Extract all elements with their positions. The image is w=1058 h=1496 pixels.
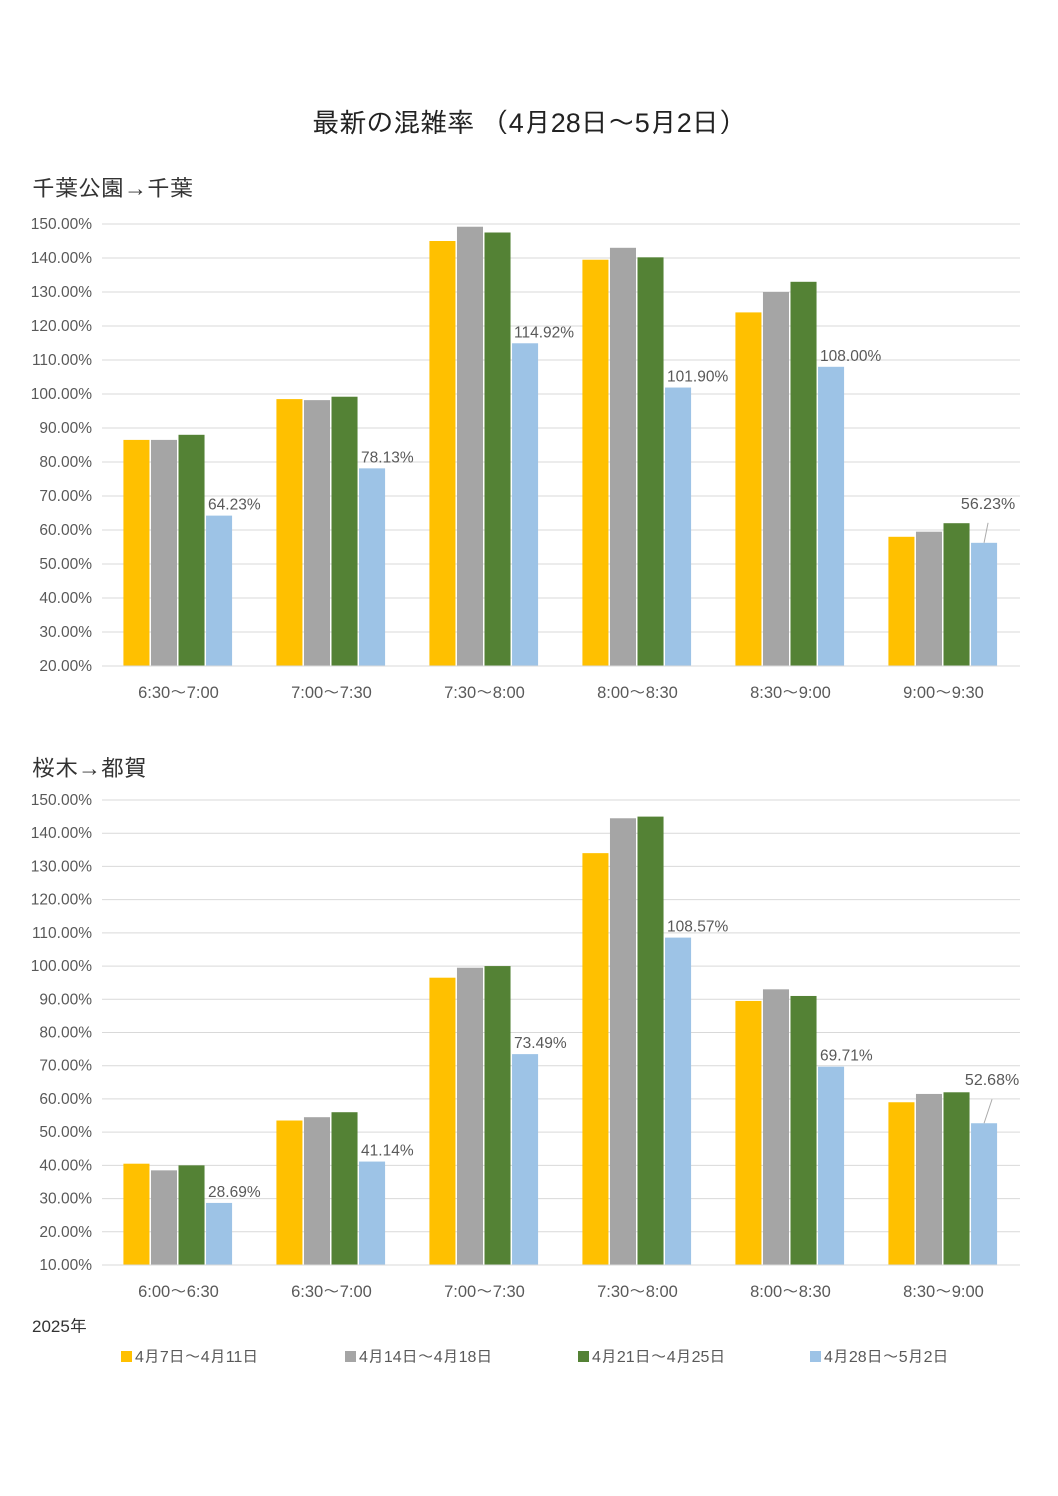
svg-text:80.00%: 80.00% [39,1025,92,1042]
svg-text:70.00%: 70.00% [39,1058,92,1075]
svg-text:90.00%: 90.00% [39,420,92,437]
svg-text:7:30～8:00: 7:30～8:00 [597,1283,678,1301]
svg-text:7:00～7:30: 7:00～7:30 [444,1283,525,1301]
svg-text:6:30～7:00: 6:30～7:00 [291,1283,372,1301]
svg-text:8:30～9:00: 8:30～9:00 [750,684,831,702]
svg-text:108.00%: 108.00% [820,348,881,365]
svg-text:28.69%: 28.69% [208,1184,261,1201]
svg-text:20.00%: 20.00% [39,1224,92,1241]
svg-text:150.00%: 150.00% [31,792,92,809]
svg-text:120.00%: 120.00% [31,318,92,335]
svg-text:130.00%: 130.00% [31,284,92,301]
svg-text:8:00～8:30: 8:00～8:30 [597,684,678,702]
svg-text:150.00%: 150.00% [31,216,92,233]
svg-text:140.00%: 140.00% [31,250,92,267]
svg-text:60.00%: 60.00% [39,522,92,539]
svg-text:130.00%: 130.00% [31,858,92,875]
svg-text:56.23%: 56.23% [961,496,1015,513]
svg-text:8:00～8:30: 8:00～8:30 [750,1283,831,1301]
svg-text:9:00～9:30: 9:00～9:30 [903,684,984,702]
svg-text:7:30～8:00: 7:30～8:00 [444,684,525,702]
svg-text:52.68%: 52.68% [965,1072,1019,1089]
svg-text:40.00%: 40.00% [39,1157,92,1174]
svg-text:20.00%: 20.00% [39,658,92,675]
svg-text:7:00～7:30: 7:00～7:30 [291,684,372,702]
svg-text:6:00～6:30: 6:00～6:30 [138,1283,219,1301]
svg-text:140.00%: 140.00% [31,825,92,842]
svg-text:100.00%: 100.00% [31,958,92,975]
svg-text:110.00%: 110.00% [32,925,92,942]
svg-text:50.00%: 50.00% [39,556,92,573]
svg-text:100.00%: 100.00% [31,386,92,403]
svg-text:30.00%: 30.00% [39,1191,92,1208]
svg-text:108.57%: 108.57% [667,919,728,936]
svg-text:90.00%: 90.00% [39,991,92,1008]
svg-text:69.71%: 69.71% [820,1048,873,1065]
svg-text:60.00%: 60.00% [39,1091,92,1108]
svg-text:110.00%: 110.00% [32,352,92,369]
svg-text:101.90%: 101.90% [667,369,728,386]
svg-text:40.00%: 40.00% [39,590,92,607]
svg-text:80.00%: 80.00% [39,454,92,471]
svg-text:50.00%: 50.00% [39,1124,92,1141]
svg-text:70.00%: 70.00% [39,488,92,505]
svg-text:8:30～9:00: 8:30～9:00 [903,1283,984,1301]
svg-text:114.92%: 114.92% [514,324,574,341]
svg-text:78.13%: 78.13% [361,449,414,466]
svg-text:120.00%: 120.00% [31,892,92,909]
svg-text:64.23%: 64.23% [208,497,261,514]
svg-text:41.14%: 41.14% [361,1143,414,1160]
svg-text:73.49%: 73.49% [514,1035,567,1052]
svg-text:6:30～7:00: 6:30～7:00 [138,684,219,702]
svg-text:30.00%: 30.00% [39,624,92,641]
svg-text:10.00%: 10.00% [39,1257,92,1274]
